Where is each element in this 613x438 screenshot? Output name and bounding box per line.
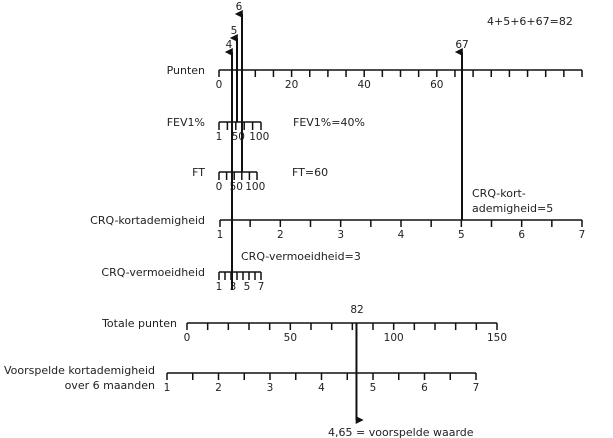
tick-label: 5	[458, 229, 465, 241]
points-label: 67	[455, 39, 468, 51]
tick-label: 5	[244, 281, 251, 293]
axis-crq_kort: 1 2 3 4 5 6 7	[217, 219, 586, 241]
predicted-value-annotation: 4,65 = voorspelde waarde	[328, 426, 474, 438]
tick-label: 1	[216, 281, 223, 293]
crq-kort-annotation-line1: CRQ-kort-	[472, 187, 526, 200]
tick-label: 100	[384, 332, 404, 344]
axis-label-voorspeld-line2: over 6 maanden	[65, 379, 155, 392]
tick-label: 1	[216, 131, 223, 143]
points-label: 4	[226, 39, 233, 51]
axis-label-ft: FT	[192, 166, 205, 179]
tick-label: 7	[473, 382, 480, 394]
axis-label-fev1: FEV1%	[167, 116, 205, 129]
tick-label: 0	[184, 332, 191, 344]
tick-label: 40	[358, 79, 371, 91]
tick-label: 2	[277, 229, 284, 241]
tick-label: 0	[216, 79, 223, 91]
axis-label-punten: Punten	[167, 64, 205, 77]
axis-totaal: 0 50 100 150	[184, 322, 507, 344]
axis-ft: 0 50 100	[216, 171, 265, 193]
tick-label: 1	[164, 382, 171, 394]
tick-label: 20	[285, 79, 298, 91]
tick-label: 7	[258, 281, 265, 293]
total-points-label: 82	[350, 304, 363, 316]
crq-verm-annotation: CRQ-vermoeidheid=3	[241, 250, 361, 263]
tick-label: 1	[217, 229, 224, 241]
tick-label: 60	[430, 79, 443, 91]
tick-label: 50	[284, 332, 297, 344]
tick-label: 100	[245, 181, 265, 193]
tick-label: 150	[487, 332, 507, 344]
tick-label: 0	[216, 181, 223, 193]
axis-punten: 0 20 40 60	[216, 69, 583, 91]
axis-crq_verm: 1357	[216, 271, 265, 293]
ft-annotation: FT=60	[292, 166, 328, 179]
tick-label: 3	[267, 382, 274, 394]
axis-label-totale-punten: Totale punten	[101, 317, 177, 330]
tick-label: 2	[215, 382, 222, 394]
tick-label: 4	[318, 382, 325, 394]
sum-annotation: 4+5+6+67=82	[487, 15, 573, 28]
tick-label: 5	[370, 382, 377, 394]
tick-label: 4	[398, 229, 405, 241]
points-label: 6	[236, 1, 243, 13]
tick-label: 3	[337, 229, 344, 241]
tick-label: 100	[249, 131, 269, 143]
tick-label: 7	[579, 229, 586, 241]
tick-label: 6	[518, 229, 525, 241]
axis-voorspeld: 1 2 3 4 5 6 7	[164, 372, 480, 394]
axis-label-voorspeld-line1: Voorspelde kortademigheid	[4, 364, 155, 377]
points-label: 5	[231, 25, 238, 37]
axis-label-crq-kortademigheid: CRQ-kortademigheid	[90, 214, 205, 227]
crq-kort-annotation-line2: ademigheid=5	[472, 202, 553, 215]
fev1-annotation: FEV1%=40%	[293, 116, 365, 129]
axis-label-crq-vermoeidheid: CRQ-vermoeidheid	[101, 266, 205, 279]
tick-label: 6	[421, 382, 428, 394]
